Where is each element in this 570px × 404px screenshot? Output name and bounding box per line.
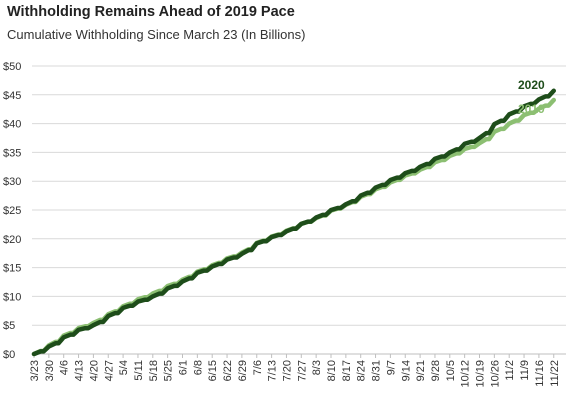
x-tick-label: 6/8: [192, 360, 204, 375]
x-tick-label: 6/15: [207, 360, 219, 381]
x-tick-label: 8/10: [326, 360, 338, 381]
x-tick-label: 10/5: [445, 360, 457, 381]
y-tick-label: $0: [3, 349, 15, 361]
x-tick-label: 8/3: [311, 360, 323, 375]
x-tick-label: 4/13: [74, 360, 86, 381]
x-tick-label: 6/29: [237, 360, 249, 381]
x-tick-label: 8/31: [371, 360, 383, 381]
series-line-2020: [31, 88, 556, 357]
x-tick-label: 11/9: [519, 360, 531, 381]
x-tick-label: 10/26: [489, 360, 501, 388]
x-tick-label: 5/4: [118, 360, 130, 375]
chart-title: Withholding Remains Ahead of 2019 Pace: [7, 4, 295, 20]
x-tick-label: 8/24: [356, 360, 368, 381]
x-tick-label: 11/2: [504, 360, 516, 381]
y-tick-label: $5: [3, 320, 15, 332]
y-tick-label: $50: [3, 61, 21, 73]
x-tick-label: 8/17: [341, 360, 353, 381]
y-tick-label: $30: [3, 176, 21, 188]
y-tick-label: $10: [3, 291, 21, 303]
x-tick-label: 7/13: [267, 360, 279, 381]
x-tick-label: 6/1: [178, 360, 190, 375]
y-tick-label: $35: [3, 147, 21, 159]
x-tick-label: 9/7: [385, 360, 397, 375]
chart-subtitle: Cumulative Withholding Since March 23 (I…: [7, 27, 306, 42]
x-tick-label: 9/14: [400, 360, 412, 381]
y-tick-label: $15: [3, 263, 21, 275]
x-tick-label: 4/6: [59, 360, 71, 375]
x-tick-label: 10/19: [475, 360, 487, 388]
x-tick-label: 7/20: [281, 360, 293, 381]
x-tick-label: 6/22: [222, 360, 234, 381]
y-tick-label: $20: [3, 234, 21, 246]
x-tick-label: 9/28: [430, 360, 442, 381]
x-tick-label: 4/20: [88, 360, 100, 381]
x-tick-label: 10/12: [460, 360, 472, 388]
x-tick-label: 7/27: [296, 360, 308, 381]
y-tick-label: $25: [3, 205, 21, 217]
x-tick-label: 11/22: [549, 360, 561, 387]
x-tick-label: 3/30: [44, 360, 56, 381]
x-tick-label: 5/25: [163, 360, 175, 381]
x-tick-label: 5/18: [148, 360, 160, 381]
x-tick-label: 7/6: [252, 360, 264, 375]
series-label-2019: 2019: [518, 102, 545, 116]
x-tick-label: 11/16: [534, 360, 546, 387]
series-label-2020: 2020: [518, 78, 545, 92]
y-tick-label: $40: [3, 119, 21, 131]
y-tick-label: $45: [3, 90, 21, 102]
x-tick-label: 4/27: [103, 360, 115, 381]
x-tick-label: 3/23: [29, 360, 41, 381]
x-tick-label: 5/11: [133, 360, 145, 381]
x-tick-label: 9/21: [415, 360, 427, 381]
